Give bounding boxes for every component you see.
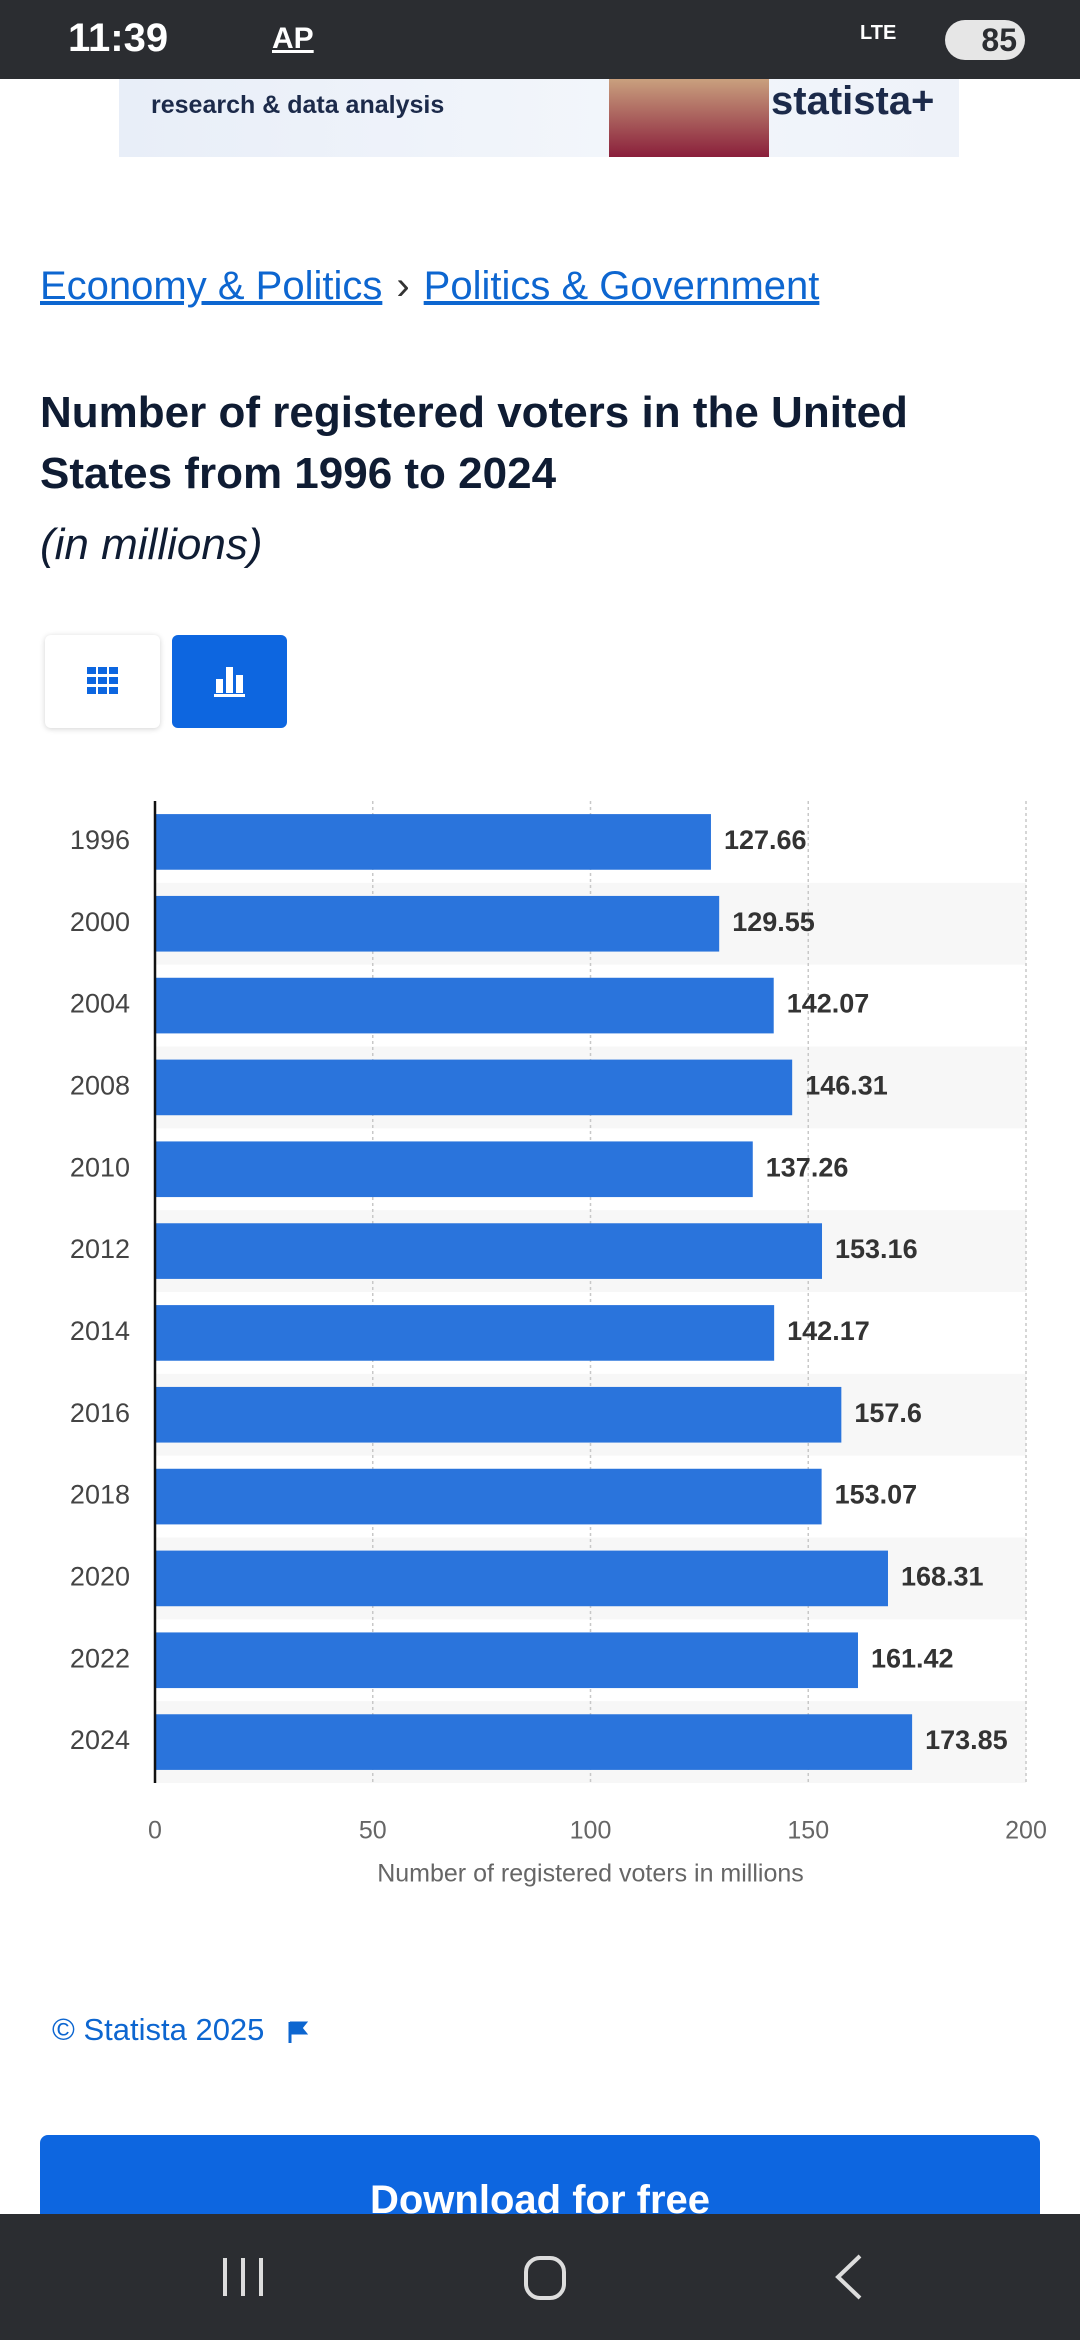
bar (155, 1468, 822, 1525)
value-label: 173.85 (925, 1725, 1008, 1755)
chart-icon (214, 667, 245, 697)
clock: 11:39 (68, 16, 169, 60)
y-tick-label: 2016 (70, 1398, 130, 1428)
ad-brand: statista+ (771, 79, 935, 123)
flag-icon (288, 2021, 309, 2043)
value-label: 157.6 (854, 1398, 922, 1428)
table-view-button[interactable] (45, 635, 160, 728)
navigation-bar (0, 2214, 1080, 2340)
bar (155, 1305, 775, 1361)
x-tick-label: 150 (787, 1817, 829, 1845)
bar (155, 1386, 842, 1443)
bar (155, 1141, 753, 1198)
chart-subtitle: (in millions) (40, 520, 263, 569)
breadcrumb-separator: › (396, 264, 410, 308)
y-tick-label: 1996 (70, 825, 130, 855)
value-label: 137.26 (766, 1152, 849, 1182)
chart: 0 50 100 150 200 Number of registered voters … (70, 801, 1047, 1888)
x-tick-label: 50 (359, 1817, 387, 1845)
value-label: 161.42 (871, 1643, 954, 1673)
ad-text: research & data analysis (151, 91, 445, 119)
bar (155, 1632, 858, 1689)
y-tick-label: 2000 (70, 907, 130, 937)
chart-view-button[interactable] (172, 635, 287, 728)
bar (155, 977, 774, 1034)
y-tick-label: 2018 (70, 1480, 130, 1510)
value-label: 153.16 (835, 1234, 918, 1264)
copyright[interactable]: © Statista 2025 (52, 2012, 311, 2048)
value-label: 142.07 (787, 989, 870, 1019)
ad-banner[interactable]: research & data analysis statista+ (119, 79, 959, 157)
bar (155, 1059, 793, 1116)
nav-icons (223, 2254, 862, 2300)
bar (155, 1550, 888, 1607)
ad-image (609, 79, 769, 157)
bar (155, 895, 720, 952)
y-tick-label: 2020 (70, 1562, 130, 1592)
battery: 85 (945, 20, 1025, 60)
y-tick-label: 2008 (70, 1071, 130, 1101)
y-tick-label: 2022 (70, 1643, 130, 1673)
bar (155, 1223, 823, 1279)
value-label: 127.66 (724, 825, 807, 855)
table-icon (87, 667, 118, 694)
x-axis-title: Number of registered voters in millions (377, 1860, 804, 1888)
y-tick-label: 2004 (70, 989, 130, 1019)
chart-title: Number of registered voters in the Unite… (40, 388, 908, 498)
value-label: 146.31 (805, 1071, 888, 1101)
notification-icon: AP (272, 22, 314, 55)
bar (155, 814, 711, 870)
x-tick-label: 0 (148, 1817, 162, 1845)
network-type: LTE (860, 22, 897, 44)
value-label: 129.55 (732, 907, 815, 937)
x-tick-label: 100 (570, 1817, 612, 1845)
breadcrumb-link[interactable]: Economy & Politics (40, 264, 383, 308)
y-tick-label: 2010 (70, 1152, 130, 1182)
breadcrumb-link[interactable]: Politics & Government (423, 264, 820, 308)
bar (155, 1714, 913, 1770)
value-label: 153.07 (835, 1480, 918, 1510)
y-tick-label: 2012 (70, 1234, 130, 1264)
value-label: 142.17 (787, 1316, 870, 1346)
copyright-text: © Statista 2025 (52, 2012, 265, 2047)
breadcrumbs: Economy & Politics › Politics & Government (40, 264, 819, 309)
x-tick-label: 200 (1005, 1817, 1047, 1845)
status-bar: 11:39 AP LTE 85 (0, 0, 1080, 79)
y-tick-label: 2014 (70, 1316, 130, 1346)
value-label: 168.31 (901, 1562, 984, 1592)
y-tick-label: 2024 (70, 1725, 130, 1755)
